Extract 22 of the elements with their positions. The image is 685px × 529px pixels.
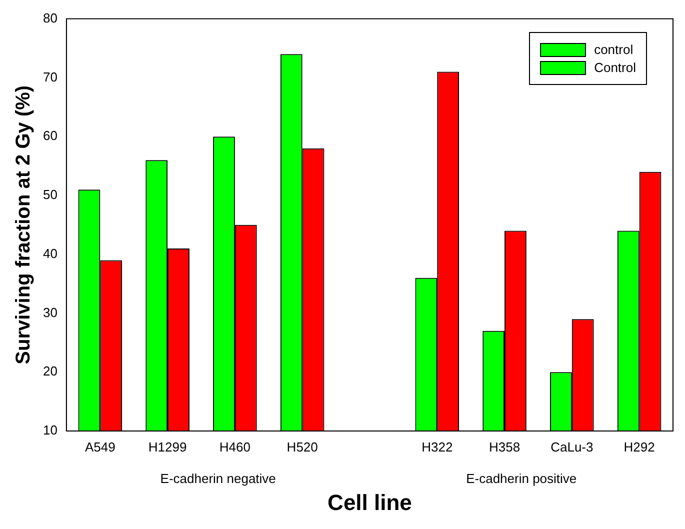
y-tick-label: 20 (42, 364, 58, 379)
y-tick-label: 40 (42, 246, 58, 261)
y-axis-title: Surviving fraction at 2 Gy (%) (12, 85, 35, 364)
x-tick-label: A549 (84, 439, 116, 454)
text: E-cadherin positive (466, 471, 577, 486)
legend-label: control (594, 42, 634, 57)
y-tick-label: 50 (42, 187, 58, 202)
legend-label: Control (594, 60, 636, 75)
y-tick-label: 60 (42, 128, 58, 144)
x-tick-label: H520 (286, 439, 318, 454)
text: E-cadherin negative (160, 471, 276, 486)
y-tick-label: 30 (42, 304, 58, 320)
x-tick-label: H1299 (148, 439, 187, 454)
x-tick-label: H460 (219, 439, 250, 454)
x-tick-label: H358 (488, 439, 520, 454)
y-tick-label: 70 (42, 69, 58, 84)
x-tick-label: H322 (422, 439, 453, 454)
x-tick-label: CaLu-3 (550, 439, 594, 454)
x-axis-title: Cell line (328, 490, 412, 515)
y-tick-label: 10 (42, 422, 58, 438)
y-tick-label: 80 (42, 10, 58, 26)
x-tick-label: H292 (624, 439, 655, 454)
